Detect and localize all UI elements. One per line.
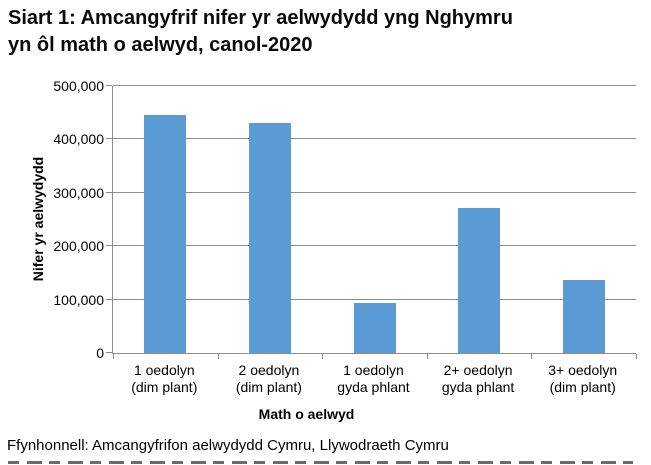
x-category-label-5: 3+ oedolyn (dim plant) <box>530 362 635 396</box>
y-tick-mark <box>106 245 112 247</box>
x-category-label-2: 2 oedolyn (dim plant) <box>217 362 322 396</box>
y-tick-label-0: 0 <box>96 345 104 361</box>
y-tick-label-500,000: 500,000 <box>53 78 104 94</box>
x-category-label-line: 2 oedolyn <box>238 362 300 378</box>
gridline-100000 <box>113 298 636 300</box>
gridline-500000 <box>113 85 636 86</box>
y-axis-title: Nifer yr aelwydydd <box>30 156 46 282</box>
x-category-label-line: 1 oedolyn <box>133 362 195 378</box>
chart-title-line1: Siart 1: Amcangyfrif nifer yr aelwydydd … <box>8 7 513 29</box>
plot-area <box>106 85 637 359</box>
gridline-200000 <box>113 245 636 247</box>
y-tick-mark <box>106 298 112 300</box>
y-tick-mark <box>106 85 112 86</box>
bar-3 <box>353 302 396 353</box>
x-category-label-line: (dim plant) <box>131 379 198 395</box>
x-category-label-line: 2+ oedolyn <box>443 362 513 378</box>
x-tick-mark <box>322 354 324 359</box>
chart-title-line2: yn ôl math o aelwyd, canol-2020 <box>8 34 313 56</box>
y-tick-label-200,000: 200,000 <box>53 238 104 255</box>
bar-2 <box>248 123 291 353</box>
x-tick-mark <box>113 354 114 359</box>
x-category-label-1: 1 oedolyn (dim plant) <box>112 362 217 396</box>
gridline-400000 <box>113 138 636 140</box>
x-category-label-4: 2+ oedolyn gyda phlant <box>426 362 531 396</box>
chart-title: Siart 1: Amcangyfrif nifer yr aelwydydd … <box>8 5 513 59</box>
x-tick-mark <box>636 354 637 359</box>
gridline-300000 <box>113 191 636 193</box>
y-tick-label-400,000: 400,000 <box>53 131 104 148</box>
x-category-label-line: gyda phlant <box>441 379 515 395</box>
x-category-label-3: 1 oedolyn gyda phlant <box>321 362 426 396</box>
bar-4 <box>458 208 501 353</box>
x-axis-title: Math o aelwyd <box>258 406 355 422</box>
x-tick-mark <box>426 354 428 359</box>
x-category-label-line: 1 oedolyn <box>343 362 404 378</box>
x-category-label-line: 3+ oedolyn <box>548 362 618 378</box>
y-tick-mark <box>106 352 112 353</box>
y-tick-mark <box>106 191 112 193</box>
x-category-label-line: (dim plant) <box>549 379 616 395</box>
y-tick-label-300,000: 300,000 <box>53 184 104 201</box>
x-category-label-line: gyda phlant <box>337 379 410 395</box>
y-tick-mark <box>106 138 112 140</box>
source-footnote: Ffynhonnell: Amcangyfrifon aelwydydd Cym… <box>7 437 449 454</box>
x-tick-mark <box>531 354 533 359</box>
bar-1 <box>144 115 187 353</box>
x-tick-mark <box>217 354 219 359</box>
bar-5 <box>562 280 605 353</box>
y-tick-label-100,000: 100,000 <box>53 291 104 308</box>
x-category-label-line: (dim plant) <box>235 379 302 395</box>
cut-off-text-line <box>8 461 633 464</box>
